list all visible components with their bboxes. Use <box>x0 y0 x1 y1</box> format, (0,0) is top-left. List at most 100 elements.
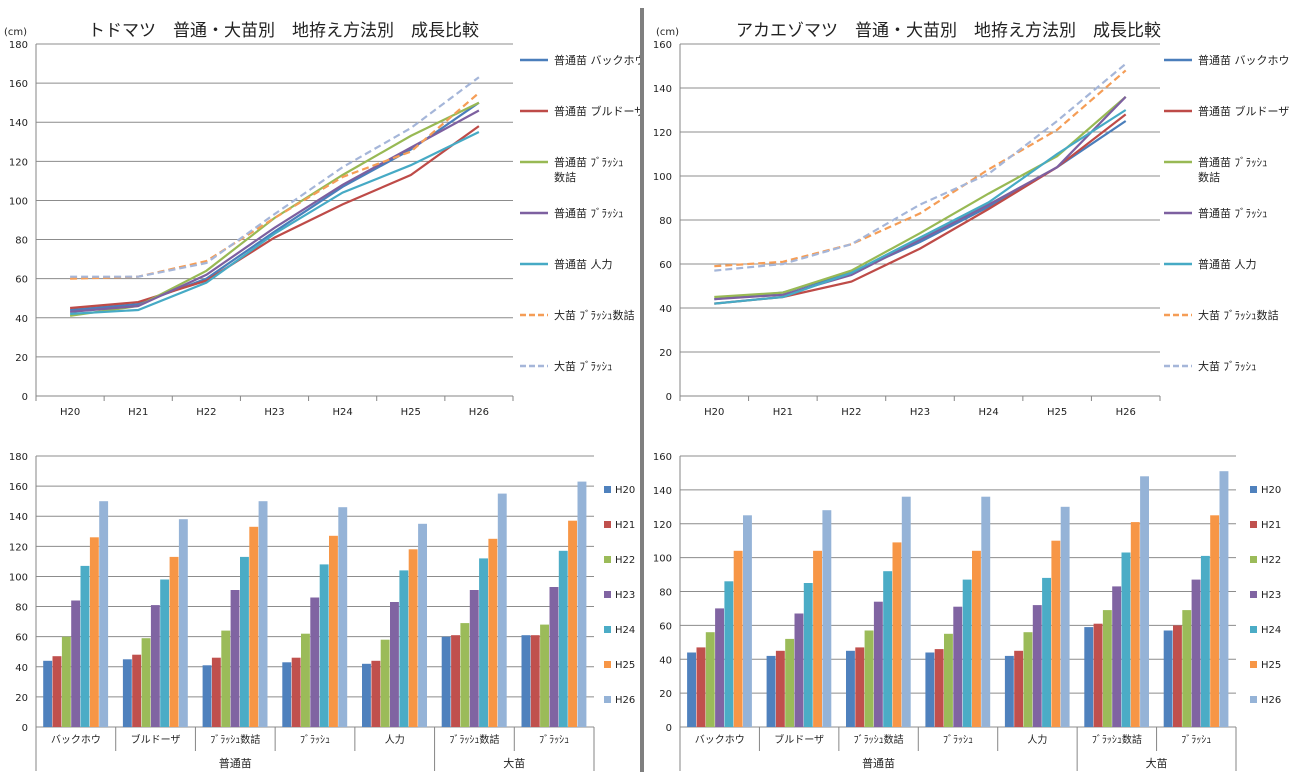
legend-label: 普通苗 人力 <box>554 257 613 271</box>
y-tick-label: 40 <box>659 304 672 315</box>
series-line <box>714 109 1127 305</box>
bar <box>338 507 348 727</box>
legend-label: 普通苗 バックホウ <box>1198 53 1290 67</box>
legend-swatch <box>604 661 611 668</box>
legend-label: H25 <box>1261 660 1281 671</box>
y-tick-label: 160 <box>653 40 672 51</box>
akaezomatsu-line-chart: 0 20 40 60 80 100 120 140 160 H20 H21 H22 H23 H24 H25 H… <box>648 0 1290 420</box>
chart-title: アカエゾマツ 普通・大苗別 地拵え方法別 成長比較 <box>736 21 1161 41</box>
bar <box>558 550 568 727</box>
series-line <box>714 120 1127 301</box>
bar <box>178 519 188 727</box>
y-tick-label: 100 <box>653 554 672 565</box>
series-line <box>714 113 1127 305</box>
bar <box>1173 625 1182 727</box>
bar <box>380 639 390 727</box>
y-tick-label: 140 <box>9 118 28 129</box>
series-line <box>70 92 480 280</box>
bar <box>934 649 944 727</box>
bar <box>972 550 981 727</box>
category-label: ﾌﾞﾗｯｼｭ数詰 <box>210 733 260 746</box>
bar <box>855 647 865 727</box>
bar <box>883 571 893 727</box>
legend-label: H22 <box>615 555 635 566</box>
bar <box>43 660 53 727</box>
bar <box>371 660 381 727</box>
y-tick-label: 80 <box>659 588 672 599</box>
bar <box>291 657 301 727</box>
legend-label: H23 <box>1261 590 1281 601</box>
bar <box>221 630 231 727</box>
y-tick-label: 100 <box>9 572 28 583</box>
bar <box>981 496 991 727</box>
bar <box>451 635 460 727</box>
bar <box>822 510 832 727</box>
y-tick-label: 100 <box>9 196 28 207</box>
bar <box>1084 627 1094 727</box>
category-label: ブルドーザ <box>774 733 824 746</box>
bar <box>319 564 329 727</box>
bar <box>521 635 531 727</box>
legend-swatch <box>1250 556 1257 563</box>
y-tick-label: 40 <box>659 655 672 666</box>
unit-label: (cm) <box>4 27 27 38</box>
legend-label: H23 <box>615 590 635 601</box>
bar <box>873 601 883 727</box>
bar <box>310 597 320 727</box>
y-tick-label: 140 <box>653 486 672 497</box>
bar <box>1004 655 1014 727</box>
bar <box>150 605 160 727</box>
bar <box>953 606 963 727</box>
bar <box>1014 650 1024 727</box>
series-line <box>70 125 480 310</box>
y-tick-label: 20 <box>15 693 28 704</box>
bar <box>71 600 81 727</box>
category-label: 人力 <box>385 733 405 746</box>
legend-label: 大苗 ﾌﾞﾗｯｼｭ数詰 <box>1198 308 1279 322</box>
bar <box>99 501 109 727</box>
bar <box>846 650 855 727</box>
bar <box>61 636 71 727</box>
group-label: 大苗 <box>503 756 525 770</box>
y-tick-label: 60 <box>659 260 672 271</box>
y-tick-label: 40 <box>15 314 28 325</box>
legend-label: 普通苗 ﾌﾞﾗｯｼｭ数詰 <box>1198 155 1268 184</box>
x-tick-label: H26 <box>1116 407 1136 418</box>
bar <box>549 587 559 727</box>
bar <box>813 550 822 727</box>
y-tick-label: 120 <box>653 520 672 531</box>
bar <box>497 493 507 727</box>
bar <box>52 656 62 727</box>
category-label: ﾌﾞﾗｯｼｭ <box>539 734 569 746</box>
chart-title: トドマツ 普通・大苗別 地拵え方法別 成長比較 <box>88 21 479 41</box>
y-tick-label: 20 <box>15 353 28 364</box>
x-tick-label: H25 <box>401 407 421 418</box>
legend-label: H20 <box>1261 485 1281 496</box>
legend-label: 普通苗 バックホウ <box>554 53 640 67</box>
bar <box>80 565 90 727</box>
bar <box>211 657 221 727</box>
bar <box>715 608 724 727</box>
legend-label: H26 <box>1261 695 1281 706</box>
legend-label: H22 <box>1261 555 1281 566</box>
y-tick-label: 0 <box>666 723 672 734</box>
legend-label: 普通苗 人力 <box>1198 257 1257 271</box>
y-tick-label: 20 <box>659 348 672 359</box>
series-line <box>714 62 1127 272</box>
category-label: ﾌﾞﾗｯｼｭ <box>1181 734 1211 746</box>
y-tick-label: 0 <box>22 723 28 734</box>
y-tick-label: 120 <box>9 157 28 168</box>
bar <box>479 558 488 727</box>
bar <box>1219 471 1229 727</box>
bar <box>240 556 249 727</box>
category-label: バックホウ <box>695 734 745 746</box>
bar <box>1023 632 1033 727</box>
legend-swatch <box>604 591 611 598</box>
bar <box>530 635 540 727</box>
legend-swatch <box>604 556 611 563</box>
x-tick-label: H20 <box>704 407 724 418</box>
legend-swatch <box>604 521 611 528</box>
bar <box>301 633 310 727</box>
category-label: ブルドーザ <box>131 733 181 746</box>
bar <box>901 496 911 727</box>
